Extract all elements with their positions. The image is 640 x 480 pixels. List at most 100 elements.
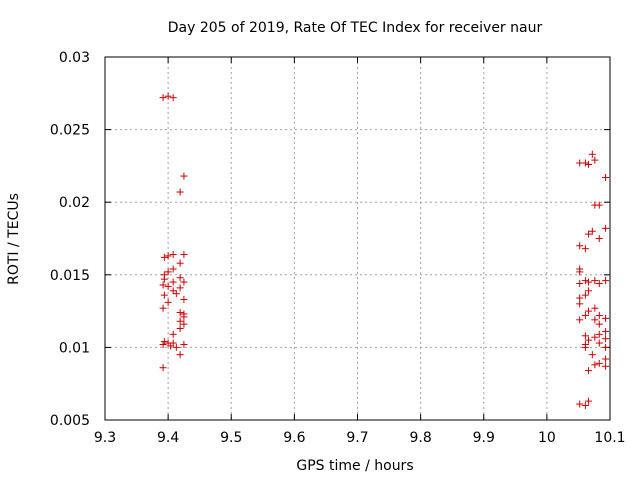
data-point [585,397,593,405]
data-point [169,265,177,273]
data-point [176,317,184,325]
chart-title: Day 205 of 2019, Rate Of TEC Index for r… [168,20,543,36]
data-point [581,343,589,351]
x-tick-label: 9.5 [220,430,242,446]
data-point [176,309,184,317]
data-point [602,355,610,363]
x-tick-label: 9.8 [409,430,431,446]
data-point [581,245,589,253]
data-point [595,320,603,328]
x-tick-label: 9.3 [94,430,116,446]
data-point [591,316,599,324]
y-tick-label: 0.005 [50,413,90,429]
data-point [164,252,172,260]
data-point [591,156,599,164]
data-point [160,338,168,346]
data-point [595,235,603,242]
x-tick-label: 10.1 [594,430,625,446]
data-point [591,304,599,312]
y-tick-label: 0.015 [50,268,90,284]
data-point [176,274,184,282]
data-point [595,339,603,347]
data-point [180,320,188,328]
data-point [180,172,188,180]
data-point [581,311,589,319]
data-point [176,188,184,196]
data-point [576,268,584,276]
x-axis-title: GPS time / hours [296,458,413,474]
data-point [602,362,610,370]
data-point [172,343,180,351]
data-point [164,268,172,276]
grid-lines [105,57,610,420]
data-point [576,316,584,324]
data-point [595,330,603,338]
data-point [595,201,603,209]
data-point [602,335,610,343]
data-point [169,278,177,286]
y-tick-label: 0.02 [59,195,90,211]
data-point [602,327,610,335]
data-point [576,242,584,250]
data-point [602,174,610,182]
data-point [160,275,168,283]
data-point [164,282,172,290]
data-point [585,287,593,295]
data-point [602,224,610,232]
data-point [595,280,603,288]
data-point [585,336,593,344]
data-point [588,227,596,235]
data-point [576,400,584,408]
data-point [159,94,167,102]
data-point [176,284,184,292]
data-point [169,250,177,258]
data-point [585,230,593,238]
data-point [581,277,589,285]
data-point [159,281,167,289]
data-point [585,307,593,315]
data-point [169,94,177,102]
data-point [591,333,599,341]
data-point [164,92,172,100]
data-point [576,300,584,308]
y-tick-label: 0.03 [59,50,90,66]
data-point [595,359,603,367]
data-point [172,290,180,298]
data-point [591,361,599,369]
data-point [180,295,188,303]
data-point [581,159,589,167]
data-point [160,253,168,261]
data-point [602,314,610,322]
data-point [588,351,596,359]
x-tick-labels: 9.3 9.4 9.5 9.6 9.7 9.8 9.9 10 10.1 [94,430,626,446]
data-point [176,259,184,267]
data-point [180,278,188,286]
data-point [160,291,168,299]
y-tick-label: 0.01 [59,340,90,356]
data-point [180,340,188,348]
data-point [169,330,177,338]
data-point [180,313,188,321]
data-point [581,401,589,409]
data-point [591,277,599,285]
x-tick-label: 9.7 [346,430,368,446]
data-point [576,280,584,288]
data-point [164,298,172,306]
y-axis-title: ROTI / TECUs [6,193,22,285]
data-point [602,343,610,351]
data-point [585,278,593,286]
data-point [176,351,184,359]
y-tick-label: 0.025 [50,123,90,139]
x-tick-label: 10 [538,430,556,446]
data-point [167,342,175,350]
data-point [585,367,593,375]
x-tick-label: 9.4 [157,430,179,446]
data-point [581,291,589,299]
data-point [581,332,589,340]
data-point [176,325,184,333]
data-point [180,250,188,258]
data-point [159,364,167,372]
data-point [585,160,593,168]
x-tick-label: 9.9 [473,430,495,446]
